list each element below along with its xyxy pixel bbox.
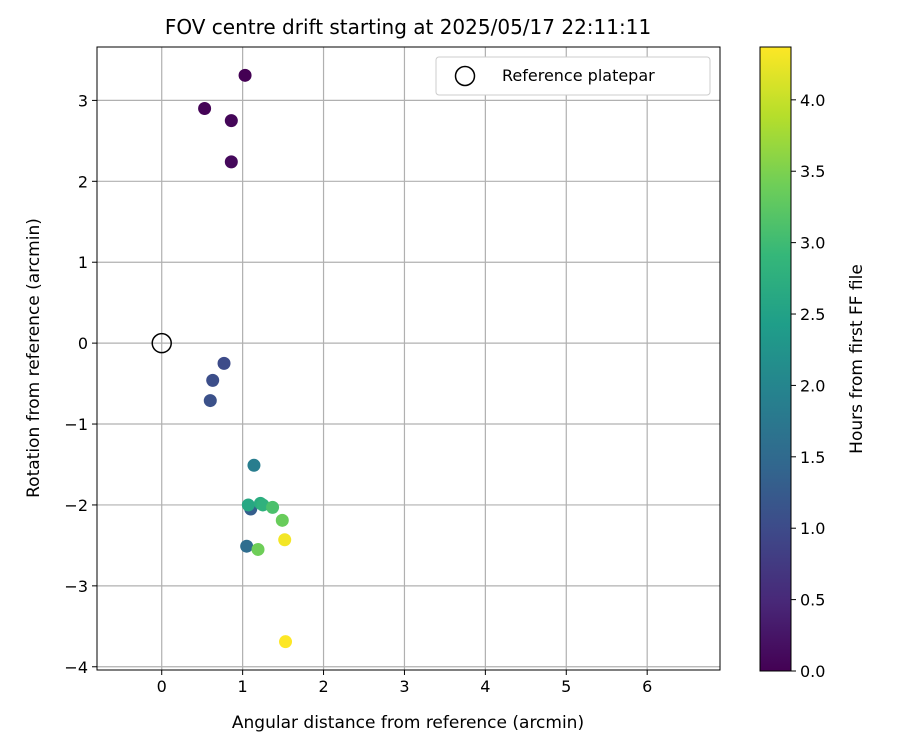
colorbar-tick-label: 2.0 [800, 376, 825, 395]
data-point [224, 114, 238, 128]
y-tick-label: −2 [64, 496, 88, 515]
data-point [203, 394, 217, 408]
y-tick-label: 3 [78, 91, 88, 110]
chart-title: FOV centre drift starting at 2025/05/17 … [165, 15, 651, 39]
data-point [247, 458, 261, 472]
y-tick-label: −3 [64, 577, 88, 596]
data-point [241, 498, 255, 512]
colorbar-ticks: 0.0 0.5 1.0 1.5 2.0 2.5 3.0 3.5 4.0 [791, 91, 825, 681]
colorbar-tick-label: 3.5 [800, 162, 825, 181]
legend-reference-marker [454, 65, 476, 87]
colorbar-tick-label: 1.5 [800, 448, 825, 467]
data-point [279, 635, 293, 649]
colorbar-tick-label: 1.0 [800, 519, 825, 538]
y-axis-label: Rotation from reference (arcmin) [24, 218, 44, 498]
x-tick-label: 1 [238, 677, 248, 696]
data-point [238, 68, 252, 82]
x-axis-ticks: 0 1 2 3 4 5 6 [157, 670, 652, 696]
plot-background [97, 47, 720, 670]
colorbar: 0.0 0.5 1.0 1.5 2.0 2.5 3.0 3.5 4.0 Hours from f… [759, 46, 867, 681]
y-tick-label: 2 [78, 172, 88, 191]
colorbar-tick-label: 4.0 [800, 91, 825, 110]
x-tick-label: 2 [318, 677, 328, 696]
data-point [275, 513, 289, 527]
y-tick-label: −4 [64, 658, 88, 677]
data-point [251, 542, 265, 556]
x-axis-label: Angular distance from reference (arcmin) [232, 713, 584, 733]
data-points [151, 68, 293, 649]
data-point [278, 533, 292, 547]
x-tick-label: 0 [157, 677, 167, 696]
colorbar-tick-label: 2.5 [800, 305, 825, 324]
data-point [256, 498, 270, 512]
legend: Reference platepar [435, 56, 711, 96]
y-tick-label: −1 [64, 415, 88, 434]
colorbar-tick-label: 3.0 [800, 234, 825, 253]
colorbar-tick-label: 0.5 [800, 591, 825, 610]
y-axis-ticks: −4 −3 −2 −1 0 1 2 3 [64, 91, 97, 677]
y-tick-label: 1 [78, 253, 88, 272]
legend-box [435, 56, 711, 96]
colorbar-tick-label: 0.0 [800, 662, 825, 681]
x-tick-label: 5 [561, 677, 571, 696]
x-tick-label: 4 [480, 677, 490, 696]
data-point [217, 356, 231, 370]
reference-platepar-marker [151, 332, 172, 354]
plot-frame [96, 46, 721, 671]
data-point [198, 101, 212, 115]
colorbar-gradient [759, 46, 792, 672]
colorbar-label: Hours from first FF file [847, 264, 867, 454]
plot-area: 0 1 2 3 4 5 6 −4 −3 −2 −1 0 1 2 3 [64, 46, 721, 696]
legend-reference-label: Reference platepar [502, 66, 655, 85]
grid [97, 47, 720, 670]
y-tick-label: 0 [78, 334, 88, 353]
data-point [224, 155, 238, 169]
data-point [240, 539, 254, 553]
data-point [206, 373, 220, 387]
x-tick-label: 6 [642, 677, 652, 696]
x-tick-label: 3 [399, 677, 409, 696]
data-point [266, 500, 280, 514]
